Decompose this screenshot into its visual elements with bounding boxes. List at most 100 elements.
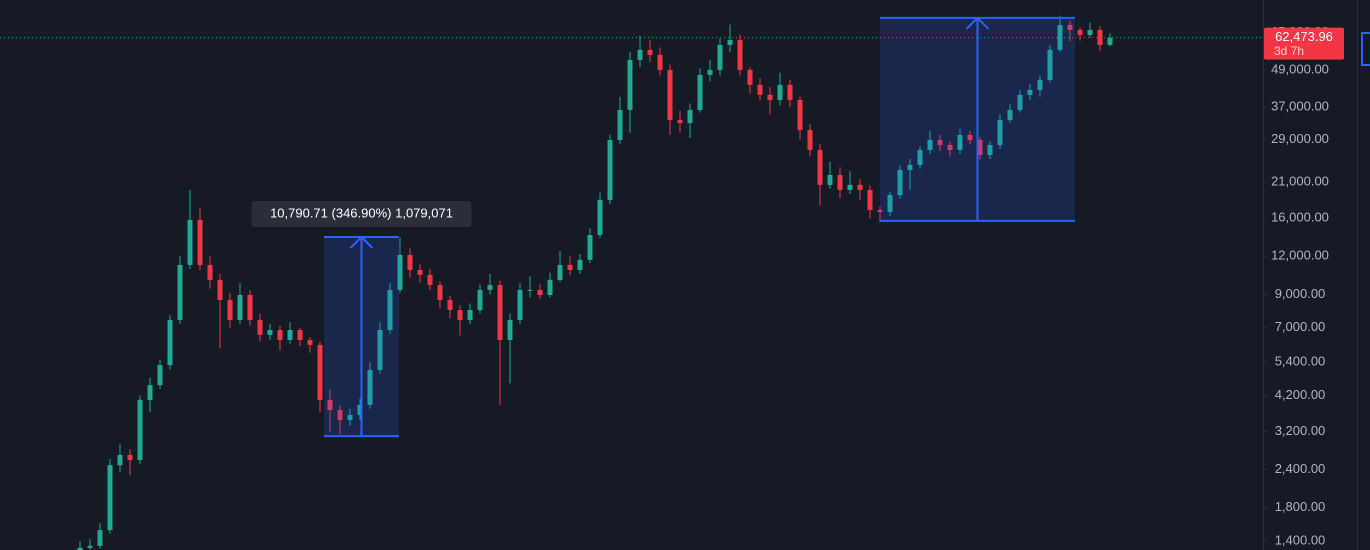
candle-body [567, 264, 573, 271]
measure-arrowhead [965, 16, 990, 30]
candle-body [867, 189, 873, 210]
y-tick-label: 3,200.00 [1275, 423, 1326, 438]
candle-body [437, 285, 443, 300]
candle-body [1027, 89, 1033, 95]
candle-body [687, 109, 693, 124]
y-tick-label: 1,800.00 [1275, 499, 1326, 514]
candle-body [547, 279, 553, 295]
candle-body [557, 264, 563, 280]
candle-body [927, 139, 933, 150]
candle-body [467, 310, 473, 320]
candle-body [477, 289, 483, 311]
last-price-label: 62,473.96 [1275, 29, 1333, 44]
candle-body [917, 149, 923, 165]
candle-body [357, 404, 363, 416]
candle-body [217, 279, 223, 300]
candle-body [1047, 49, 1053, 80]
candle-body [897, 169, 903, 196]
candle-body [447, 299, 453, 311]
candle-body [177, 264, 183, 320]
candle-body [707, 69, 713, 75]
candle-body [1077, 29, 1083, 35]
candle-body [717, 44, 723, 70]
candle-body [507, 319, 513, 341]
candle-body [107, 465, 113, 531]
candle-body [937, 139, 943, 145]
candle-body [197, 219, 203, 265]
candle-body [637, 49, 643, 60]
measure-label: 10,790.71 (346.90%) 1,079,071 [270, 205, 453, 220]
candle-body [367, 369, 373, 405]
candle-body [857, 184, 863, 190]
candle-body [907, 164, 913, 170]
candle-body [657, 54, 663, 70]
candle-body [1107, 37, 1113, 45]
candle-body [347, 415, 353, 420]
candle-body [127, 454, 133, 460]
y-tick-label: 4,200.00 [1275, 387, 1326, 402]
last-price-badge [1264, 27, 1344, 60]
candle-body [757, 84, 763, 95]
candle-body [947, 144, 953, 150]
candle-body [887, 195, 893, 212]
candle-body [1067, 24, 1073, 30]
candle-body [157, 365, 163, 386]
candle-body [497, 285, 503, 341]
y-tick-label: 1,400.00 [1275, 532, 1326, 547]
candle-body [797, 99, 803, 130]
y-tick-label: 37,000.00 [1271, 99, 1329, 114]
candle-body [327, 399, 333, 411]
candle-body [397, 254, 403, 290]
candle-body [387, 289, 393, 331]
toolbar-button[interactable] [1361, 32, 1370, 66]
candle-body [627, 59, 633, 110]
candle-body [517, 289, 523, 320]
y-tick-label: 7,000.00 [1275, 319, 1326, 334]
candle-body [957, 134, 963, 150]
candle-body [317, 344, 323, 400]
measure-arrowhead [349, 235, 374, 249]
y-tick-label: 49,000.00 [1271, 61, 1329, 76]
candle-body [277, 330, 283, 341]
candle-body [837, 174, 843, 190]
candle-body [807, 129, 813, 150]
candle-body [137, 399, 143, 460]
y-tick-label: 5,400.00 [1275, 354, 1326, 369]
candle-body [617, 109, 623, 140]
candle-body [817, 149, 823, 185]
candle-body [1037, 79, 1043, 90]
candle-body [1087, 29, 1093, 35]
candle-body [427, 274, 433, 286]
candle-body [847, 184, 853, 190]
candle-body [727, 39, 733, 45]
candle-body [787, 84, 793, 100]
countdown-label: 3d 7h [1274, 44, 1304, 58]
candle-body [257, 319, 263, 335]
candle-body [977, 139, 983, 155]
y-tick-label: 12,000.00 [1271, 248, 1329, 263]
candle-body [247, 294, 253, 320]
candle-body [487, 285, 493, 290]
candle-body [587, 235, 593, 260]
y-tick-label: 21,000.00 [1271, 174, 1329, 189]
candle-body [527, 289, 533, 291]
candle-body [227, 299, 233, 320]
candle-body [747, 69, 753, 85]
candle-body [667, 69, 673, 120]
candle-body [167, 319, 173, 366]
candle-body [767, 94, 773, 100]
candle-body [97, 530, 103, 546]
candle-body [287, 330, 293, 341]
candle-body [117, 454, 123, 466]
candle-body [417, 270, 423, 275]
candle-body [1017, 94, 1023, 110]
candle-body [267, 330, 273, 335]
candle-body [1007, 109, 1013, 120]
measure-label-bg [251, 200, 472, 227]
candle-body [407, 254, 413, 271]
candle-body [307, 340, 313, 345]
candle-body [337, 410, 343, 420]
y-tick-label: 29,000.00 [1271, 131, 1329, 146]
